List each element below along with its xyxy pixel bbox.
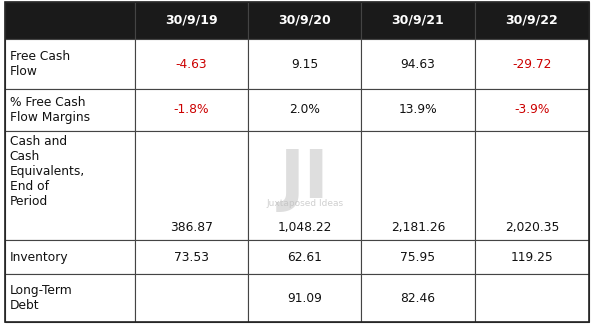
Text: -3.9%: -3.9% [514, 103, 549, 117]
Bar [5, 39, 134, 89]
Text: Free Cash
Flow: Free Cash Flow [10, 50, 69, 78]
Bar [5, 89, 134, 131]
Text: 2.0%: 2.0% [289, 103, 320, 117]
Bar [134, 2, 248, 39]
Text: Long-Term
Debt: Long-Term Debt [10, 284, 72, 312]
Text: 94.63: 94.63 [400, 58, 435, 71]
Bar [361, 131, 475, 240]
Text: -4.63: -4.63 [175, 58, 207, 71]
Text: 62.61: 62.61 [287, 251, 322, 264]
Text: Cash and
Cash
Equivalents,
End of
Period: Cash and Cash Equivalents, End of Period [10, 135, 85, 208]
Bar [248, 131, 361, 240]
Text: 386.87: 386.87 [170, 221, 213, 235]
Bar [475, 131, 589, 240]
Text: 1,048.22: 1,048.22 [277, 221, 332, 235]
Bar [134, 274, 248, 322]
Text: 30/9/20: 30/9/20 [278, 14, 331, 27]
Text: Inventory: Inventory [10, 251, 68, 264]
Bar [5, 274, 134, 322]
Bar [361, 2, 475, 39]
Bar [134, 131, 248, 240]
Bar [475, 39, 589, 89]
Text: 2,181.26: 2,181.26 [391, 221, 445, 235]
Bar [475, 240, 589, 274]
Bar [475, 274, 589, 322]
Bar [361, 89, 475, 131]
Text: 119.25: 119.25 [511, 251, 554, 264]
Bar [134, 89, 248, 131]
Text: -29.72: -29.72 [512, 58, 552, 71]
Bar [248, 274, 361, 322]
Text: 75.95: 75.95 [400, 251, 435, 264]
Bar [5, 2, 134, 39]
Bar [248, 89, 361, 131]
Text: 9.15: 9.15 [291, 58, 318, 71]
Text: 30/9/22: 30/9/22 [505, 14, 558, 27]
Bar [361, 274, 475, 322]
Text: 13.9%: 13.9% [399, 103, 437, 117]
Text: % Free Cash
Flow Margins: % Free Cash Flow Margins [10, 96, 90, 124]
Bar [248, 39, 361, 89]
Text: 30/9/19: 30/9/19 [165, 14, 217, 27]
Bar [134, 39, 248, 89]
Text: 2,020.35: 2,020.35 [505, 221, 559, 235]
Bar [5, 240, 134, 274]
Text: -1.8%: -1.8% [173, 103, 209, 117]
Bar [475, 2, 589, 39]
Text: Juxtaposed Ideas: Juxtaposed Ideas [266, 199, 343, 208]
Bar [134, 240, 248, 274]
Bar [475, 89, 589, 131]
Text: 30/9/21: 30/9/21 [391, 14, 444, 27]
Text: JI: JI [280, 146, 329, 212]
Bar [5, 131, 134, 240]
Bar [361, 39, 475, 89]
Bar [248, 240, 361, 274]
Bar [361, 240, 475, 274]
Text: 82.46: 82.46 [400, 292, 435, 305]
Text: 73.53: 73.53 [173, 251, 208, 264]
Text: 91.09: 91.09 [287, 292, 322, 305]
Bar [248, 2, 361, 39]
